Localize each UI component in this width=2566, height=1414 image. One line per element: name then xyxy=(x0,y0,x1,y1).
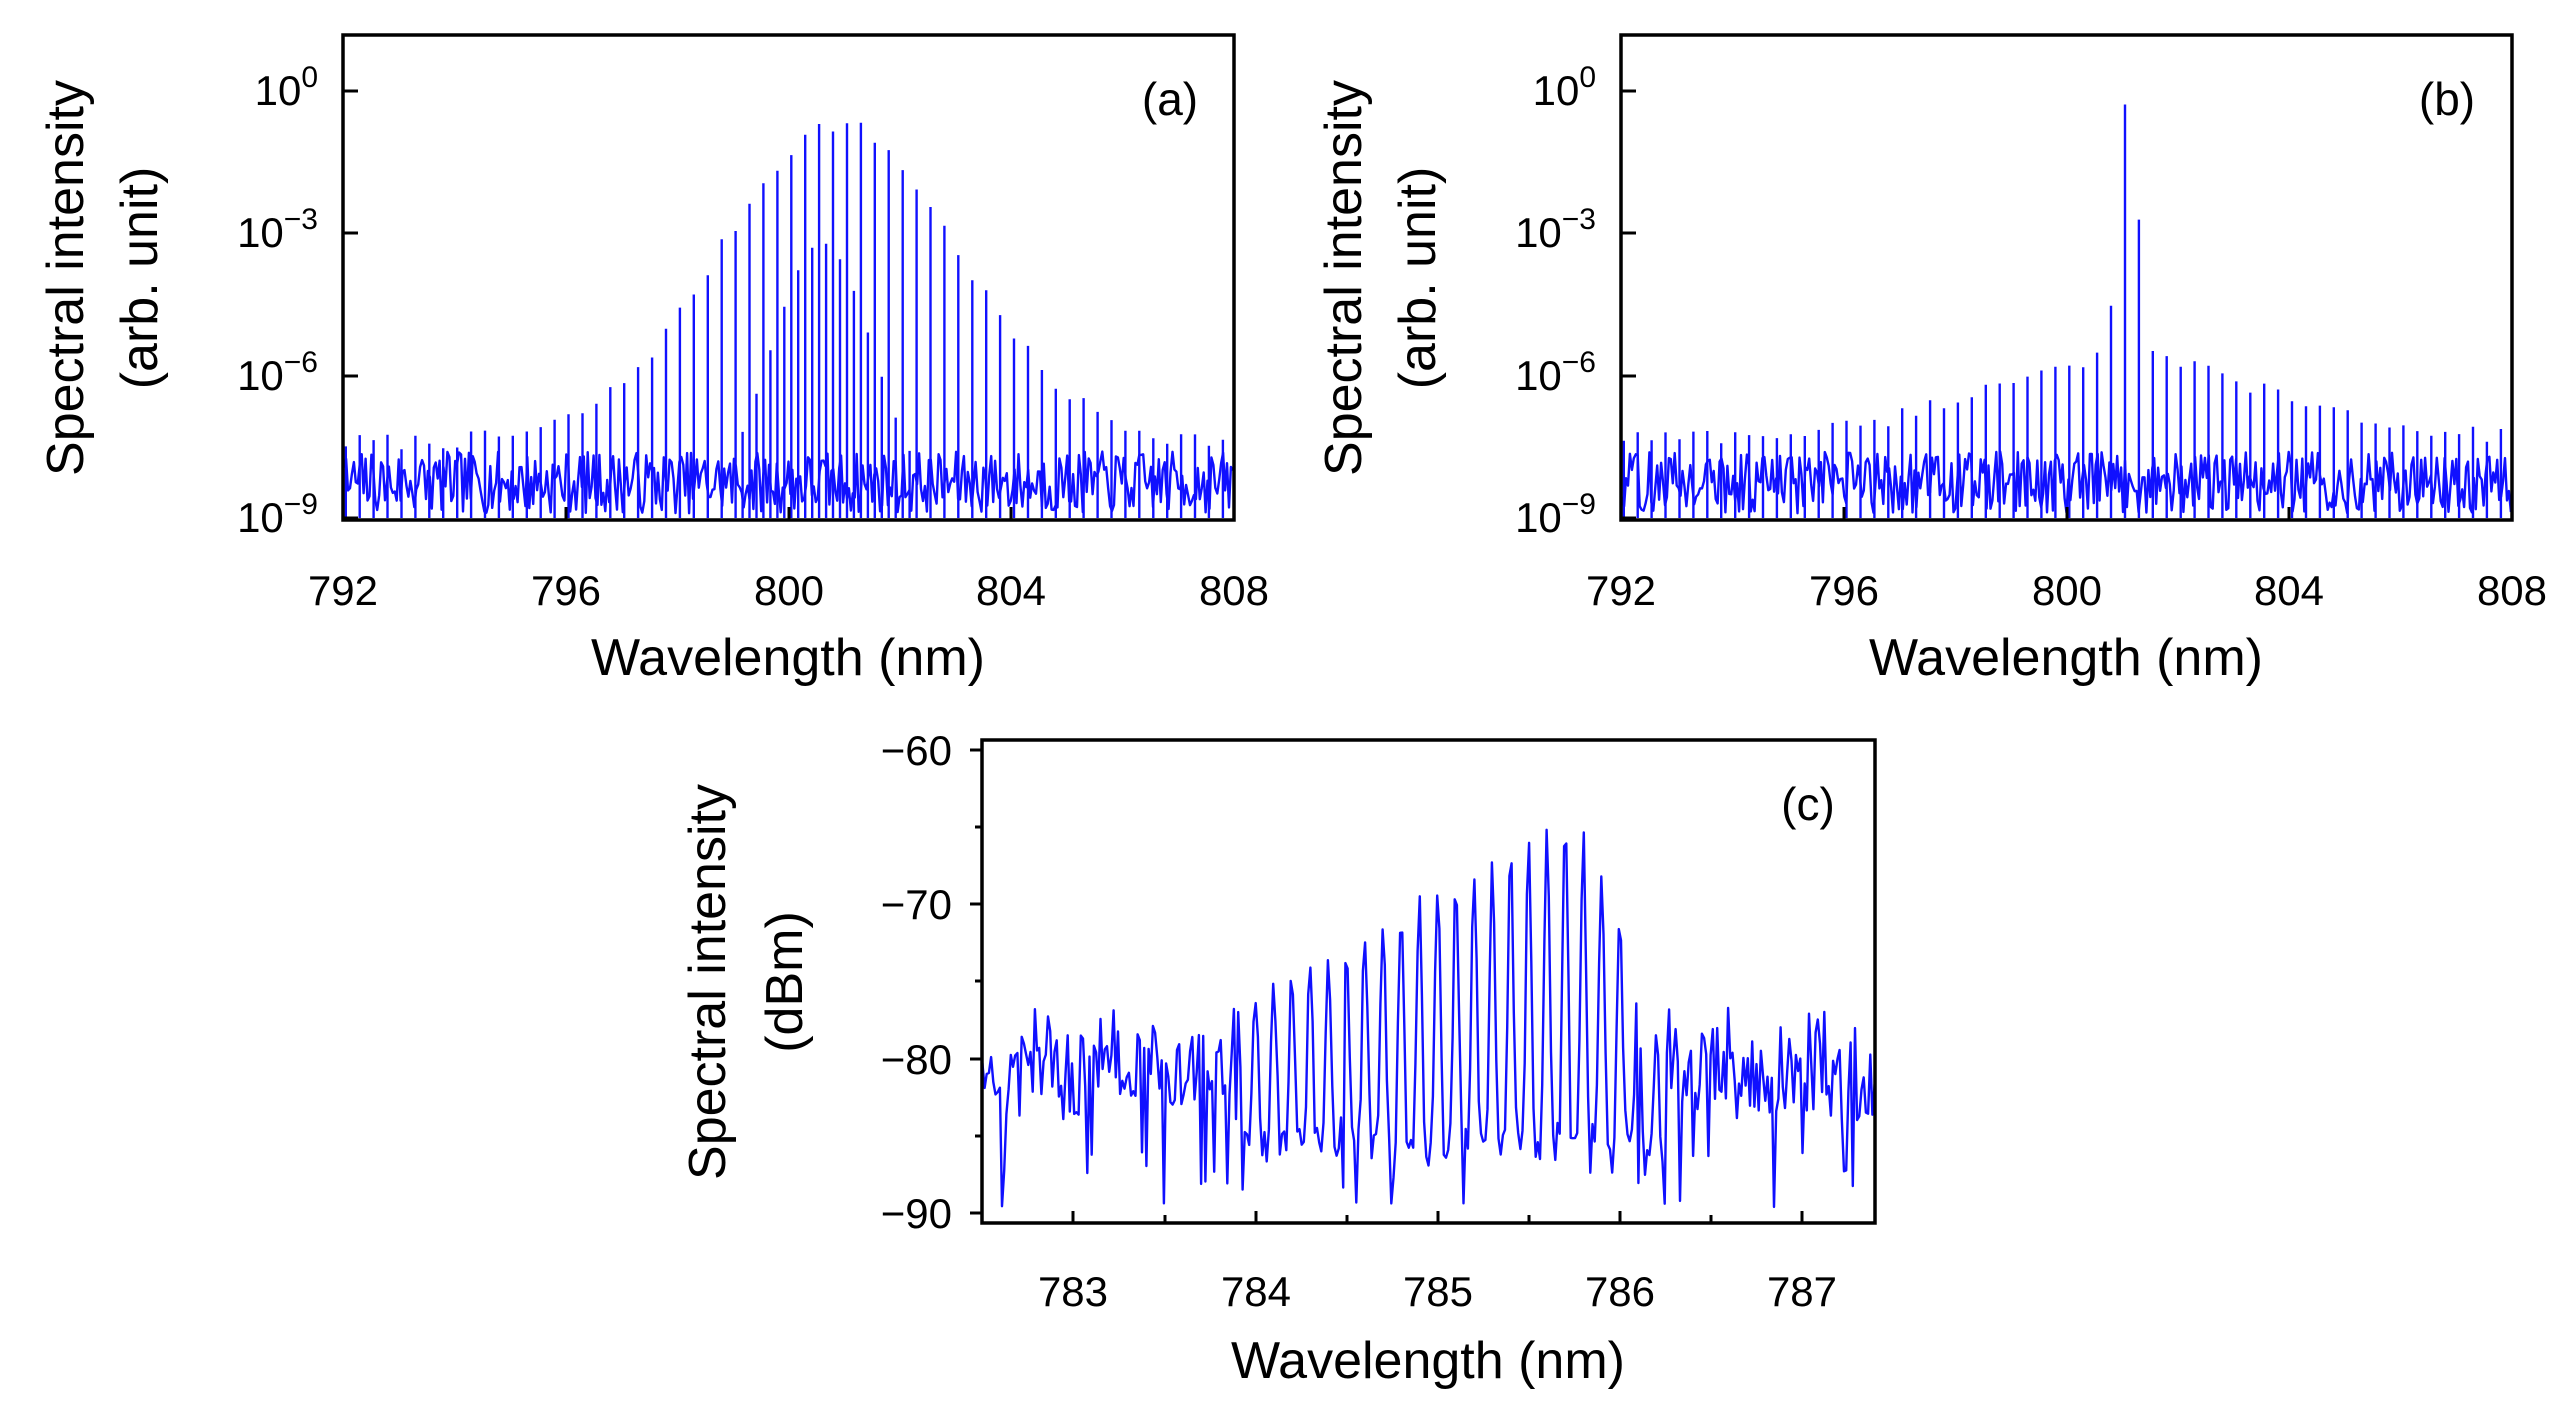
y-tick-label: 10−9 xyxy=(1515,488,1596,541)
x-tick-label: 804 xyxy=(2254,567,2324,614)
y-tick-label: 100 xyxy=(255,61,318,114)
panel-b-y-tick-labels: 100 10−3 10−6 10−9 xyxy=(1515,61,1596,541)
y-tick-label: −80 xyxy=(881,1036,952,1083)
panel-a-frame xyxy=(341,33,1236,522)
x-tick-label: 808 xyxy=(1199,567,1269,614)
panel-c-y-tick-labels: −60 −70 −80 −90 xyxy=(881,727,952,1237)
y-tick-label: 10−3 xyxy=(1515,203,1596,256)
panel-c-y-ticks xyxy=(970,748,982,1215)
panel-c-x-ticks xyxy=(1071,1211,1804,1223)
y-tick-label: 10−9 xyxy=(237,488,318,541)
panel-a-y-axis-title: Spectral intensity xyxy=(37,80,95,476)
panel-a-y-tick-labels: 100 10−3 10−6 10−9 xyxy=(237,61,318,541)
panel-b-y-ticks xyxy=(1621,89,1636,520)
panel-a-x-ticks xyxy=(341,507,1236,520)
panel-c-x-axis-title: Wavelength (nm) xyxy=(1231,1332,1625,1390)
y-tick-label: −60 xyxy=(881,727,952,774)
x-tick-label: 787 xyxy=(1767,1268,1837,1315)
y-tick-label: 10−6 xyxy=(237,346,318,399)
panel-c-x-tick-labels: 783 784 785 786 787 xyxy=(1038,1268,1837,1315)
x-tick-label: 792 xyxy=(308,567,378,614)
noise-floor-trace xyxy=(342,450,1234,515)
x-tick-label: 800 xyxy=(2032,567,2102,614)
x-tick-label: 804 xyxy=(976,567,1046,614)
x-tick-label: 783 xyxy=(1038,1268,1108,1315)
panel-a: 100 10−3 10−6 10−9 792 796 800 804 808 W… xyxy=(37,33,1269,687)
x-tick-label: 786 xyxy=(1585,1268,1655,1315)
x-tick-label: 792 xyxy=(1586,567,1656,614)
y-tick-label: 10−3 xyxy=(237,203,318,256)
y-tick-label: 10−6 xyxy=(1515,346,1596,399)
y-tick-label: 100 xyxy=(1533,61,1596,114)
panel-a-y-ticks xyxy=(343,89,358,520)
panel-c: −60 −70 −80 −90 783 784 785 786 787 Wave… xyxy=(679,727,1877,1390)
panel-b-x-axis-title: Wavelength (nm) xyxy=(1869,629,2263,687)
y-tick-label: −90 xyxy=(881,1190,952,1237)
x-tick-label: 808 xyxy=(2477,567,2547,614)
panel-a-x-tick-labels: 792 796 800 804 808 xyxy=(308,567,1269,614)
panel-b-y-axis-title: Spectral intensity xyxy=(1315,80,1373,476)
x-tick-label: 796 xyxy=(531,567,601,614)
x-tick-label: 785 xyxy=(1403,1268,1473,1315)
panel-b-y-axis-unit: (arb. unit) xyxy=(1389,167,1447,390)
panel-c-y-axis-unit: (dBm) xyxy=(756,911,814,1053)
panel-b-x-ticks xyxy=(1619,507,2514,520)
panel-c-traces xyxy=(981,828,1876,1209)
panel-a-label: (a) xyxy=(1142,73,1198,125)
panel-c-y-axis-title: Spectral intensity xyxy=(679,784,737,1180)
panel-b-x-tick-labels: 792 796 800 804 808 xyxy=(1586,567,2547,614)
y-tick-label: −70 xyxy=(881,881,952,928)
panel-c-frame xyxy=(980,738,1877,1225)
panel-a-x-axis-title: Wavelength (nm) xyxy=(591,629,985,687)
panel-b: 100 10−3 10−6 10−9 792 796 800 804 808 W… xyxy=(1315,33,2547,687)
panel-c-label: (c) xyxy=(1781,778,1835,830)
panel-a-traces xyxy=(342,122,1234,518)
noise-floor-trace xyxy=(1620,450,2513,515)
x-tick-label: 784 xyxy=(1221,1268,1291,1315)
spectrum-trace xyxy=(981,828,1876,1209)
x-tick-label: 800 xyxy=(754,567,824,614)
panel-b-traces xyxy=(1620,104,2513,518)
panel-a-y-axis-unit: (arb. unit) xyxy=(111,167,169,390)
panel-b-label: (b) xyxy=(2419,73,2475,125)
x-tick-label: 796 xyxy=(1809,567,1879,614)
panel-b-frame xyxy=(1619,33,2514,522)
